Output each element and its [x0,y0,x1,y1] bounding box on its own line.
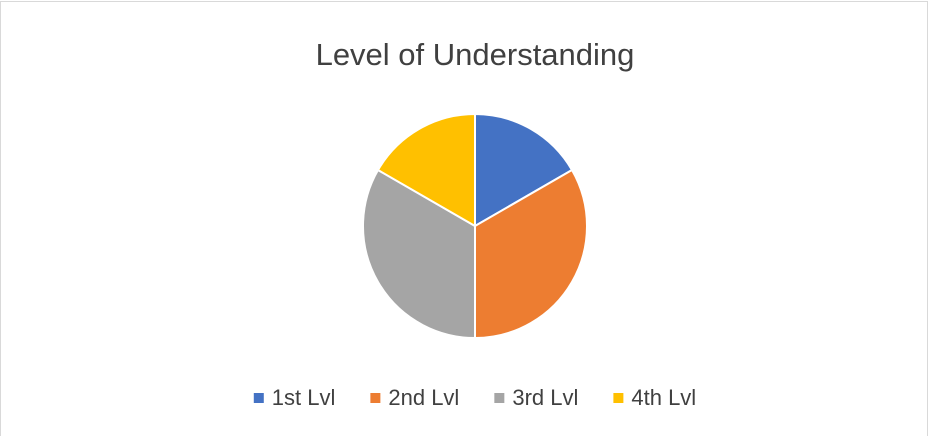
pie-slice [474,168,588,340]
legend-label: 1st Lvl [272,385,336,410]
legend-swatch [370,393,381,403]
legend-label: 4th Lvl [631,385,696,410]
legend-label: 2nd Lvl [388,385,459,410]
pie-slice [474,112,574,228]
pie-slice [362,168,476,340]
chart-title: Level of Understanding [316,37,635,72]
legend-swatch [253,393,264,403]
legend-label: 3rd Lvl [512,385,578,410]
pie-slice [376,112,476,228]
legend-swatch [613,393,624,403]
legend-swatch [494,393,505,403]
